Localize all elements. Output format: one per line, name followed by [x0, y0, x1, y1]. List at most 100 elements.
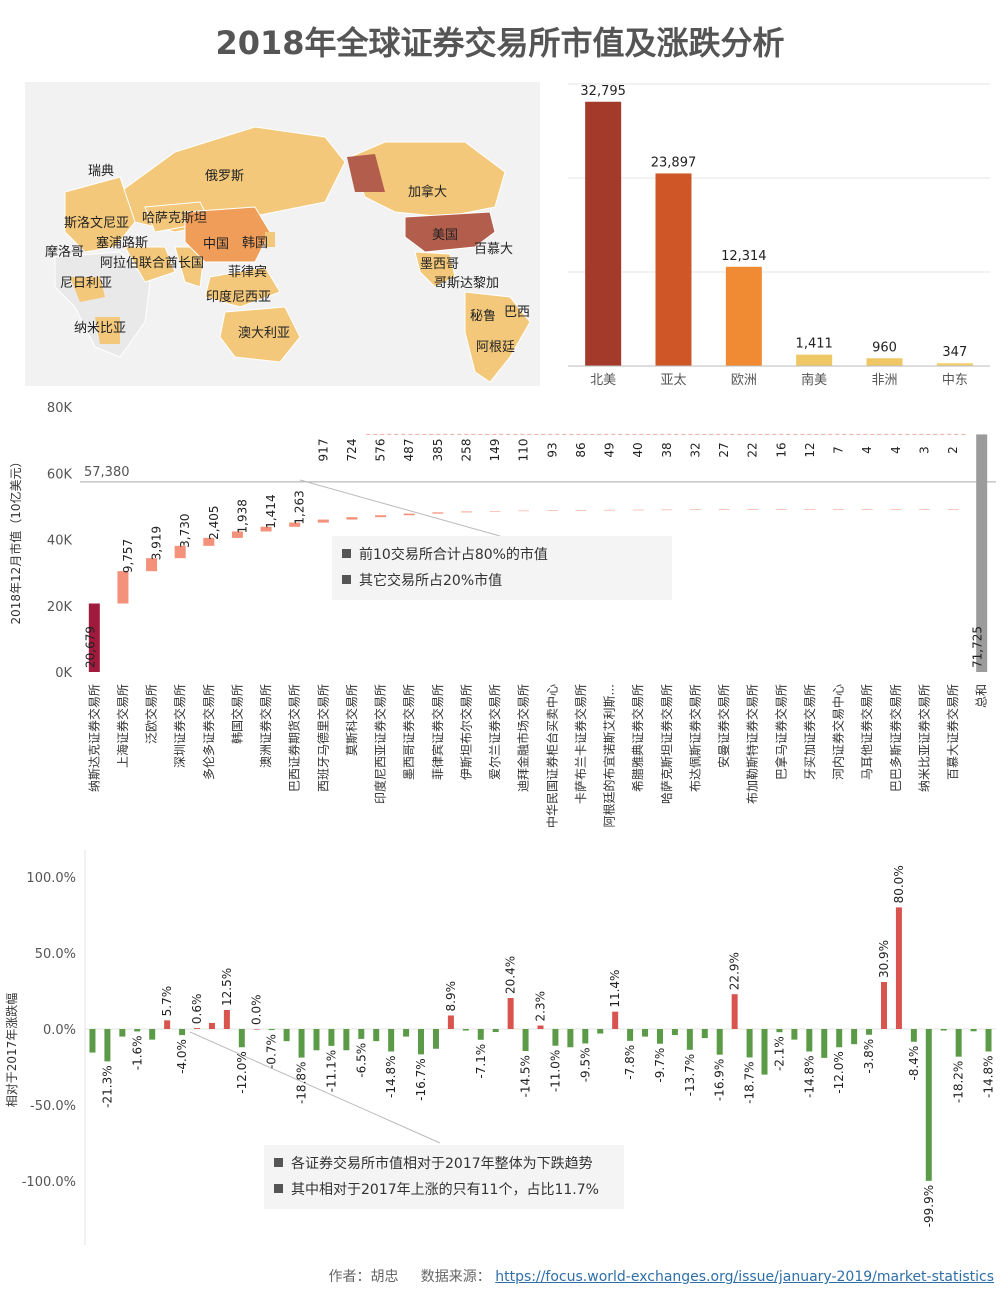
change-bar — [866, 1029, 873, 1035]
waterfall-data-label: 86 — [574, 442, 588, 457]
change-bar — [298, 1029, 305, 1058]
change-bar — [582, 1029, 589, 1044]
footer-source-link[interactable]: https://focus.world-exchanges.org/issue/… — [495, 1269, 994, 1285]
change-bar — [776, 1029, 783, 1033]
change-bar — [313, 1029, 320, 1051]
map-label: 巴西 — [504, 305, 530, 320]
region-data-label: 347 — [942, 345, 967, 360]
waterfall-data-label: 12 — [803, 442, 817, 457]
map-label: 摩洛哥 — [45, 244, 84, 260]
change-bar — [895, 907, 902, 1029]
waterfall-category-label: 爱尔兰证券交易所 — [487, 684, 502, 780]
alaska-shape — [347, 154, 385, 192]
waterfall-bar — [518, 510, 530, 512]
waterfall-data-label: 49 — [603, 442, 617, 457]
waterfall-bar — [403, 513, 415, 516]
change-bar — [806, 1029, 813, 1052]
map-label: 阿拉伯联合酋长国 — [100, 255, 204, 271]
waterfall-category-label: 卡萨布兰卡证券交易所 — [573, 684, 588, 804]
footer-author: 作者：胡忠 — [328, 1269, 399, 1285]
waterfall-category-label: 阿根廷的布宜诺斯艾利斯... — [602, 684, 617, 827]
waterfall-y-tick: 80K — [47, 401, 73, 416]
china-shape — [184, 206, 271, 263]
map-label: 澳大利亚 — [238, 325, 290, 341]
map-label: 加拿大 — [408, 184, 447, 200]
change-data-label: -16.7% — [414, 1058, 428, 1100]
waterfall-annotation-line-1: 前10交易所合计占80%的市值 — [342, 542, 662, 568]
waterfall-bar — [346, 517, 358, 520]
change-data-label: -14.8% — [384, 1055, 398, 1097]
waterfall-y-tick: 20K — [47, 600, 73, 615]
change-y-tick: -50.0% — [30, 1099, 76, 1114]
waterfall-bar — [947, 509, 959, 510]
change-data-label: -12.0% — [235, 1051, 249, 1093]
change-bar — [194, 1028, 201, 1029]
map-label: 尼日利亚 — [60, 276, 112, 291]
change-bar — [925, 1029, 932, 1181]
change-data-label: -18.2% — [952, 1061, 966, 1103]
waterfall-data-label: 20,679 — [83, 626, 97, 668]
change-y-tick: 50.0% — [35, 947, 76, 962]
change-bar — [537, 1025, 544, 1029]
usa-shape — [404, 211, 496, 253]
region-tick-label: 非洲 — [871, 373, 897, 388]
change-bar — [791, 1029, 798, 1040]
arabia-shape — [124, 246, 176, 283]
change-data-label: -0.7% — [265, 1034, 279, 1069]
map-label: 韩国 — [242, 236, 268, 251]
waterfall-bar — [231, 531, 243, 538]
change-data-label: -4.0% — [175, 1039, 189, 1074]
change-y-tick: 0.0% — [43, 1023, 76, 1038]
change-y-tick: 100.0% — [26, 871, 76, 886]
waterfall-category-label: 布加勒斯特证券交易所 — [745, 684, 760, 804]
change-data-label: 5.7% — [160, 986, 174, 1017]
waterfall-bar — [317, 519, 329, 523]
change-bar — [447, 1015, 454, 1029]
change-bar — [955, 1029, 962, 1057]
map-label: 美国 — [432, 228, 458, 243]
waterfall-category-label: 布达佩斯证券交易所 — [687, 684, 702, 792]
change-data-label: -6.5% — [354, 1043, 368, 1078]
change-data-label: -2.1% — [772, 1036, 786, 1071]
change-data-label: -8.4% — [907, 1046, 921, 1081]
change-data-label: 12.5% — [220, 968, 234, 1006]
waterfall-bar — [375, 515, 387, 518]
waterfall-bar — [661, 509, 673, 511]
change-bar — [388, 1029, 395, 1052]
change-data-label: -11.1% — [324, 1050, 338, 1092]
change-bar — [343, 1029, 350, 1051]
waterfall-data-label: 16 — [774, 442, 788, 457]
waterfall-bar — [88, 603, 100, 672]
region-bar — [585, 101, 622, 367]
change-bar — [656, 1029, 663, 1044]
change-annotation-line-1: 各证券交易所市值相对于2017年整体为下跌趋势 — [274, 1151, 614, 1177]
change-bar — [880, 982, 887, 1029]
waterfall-bar — [432, 512, 444, 514]
change-y-tick: -100.0% — [22, 1175, 76, 1190]
waterfall-data-label: 7 — [832, 446, 846, 454]
waterfall-category-label: 莫斯科交易所 — [344, 684, 359, 756]
waterfall-category-label: 印度尼西亚证券交易所 — [373, 684, 388, 804]
bullet-icon — [274, 1184, 283, 1193]
change-data-label: 30.9% — [877, 940, 891, 978]
change-data-label: -13.7% — [683, 1054, 697, 1096]
waterfall-data-label: 3,919 — [150, 526, 164, 560]
change-data-label: -9.5% — [578, 1047, 592, 1082]
change-bar — [208, 1022, 215, 1029]
region-tick-label: 中东 — [942, 373, 968, 388]
change-bar — [283, 1029, 290, 1042]
change-bar — [418, 1029, 425, 1055]
waterfall-bar — [575, 510, 587, 511]
change-bar — [552, 1029, 559, 1046]
change-data-label: -7.1% — [474, 1044, 488, 1079]
change-bar — [597, 1029, 604, 1034]
south-america-shape — [464, 291, 531, 383]
change-bar — [253, 1029, 260, 1030]
waterfall-bar — [861, 509, 873, 510]
change-bar — [432, 1029, 439, 1049]
change-data-label: 0.0% — [250, 995, 264, 1026]
waterfall-data-label: 3 — [917, 446, 931, 454]
change-data-label: -12.0% — [832, 1051, 846, 1093]
waterfall-category-label: 伊斯坦布尔交易所 — [458, 684, 473, 780]
map-label: 印度尼西亚 — [206, 289, 271, 305]
